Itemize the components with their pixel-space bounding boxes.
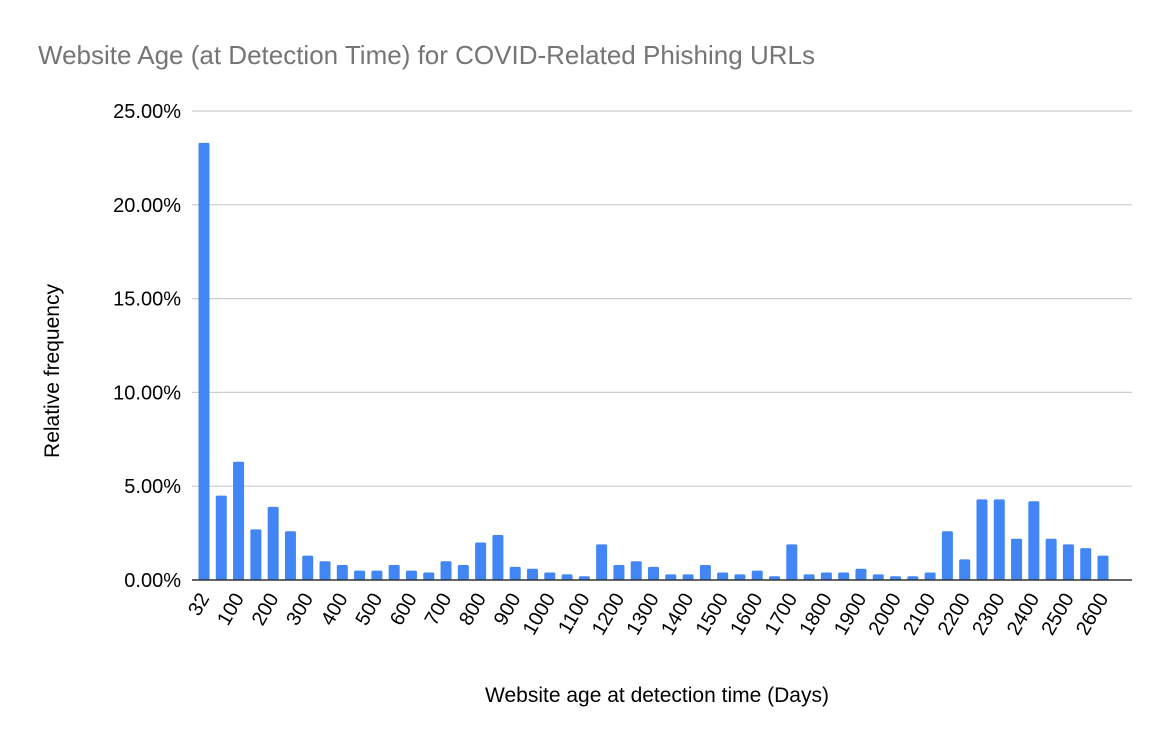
bar-950 [526,568,538,580]
bar-250 [284,531,296,580]
x-tick-label: 2400 [1003,590,1044,640]
x-tick-label: 300 [282,590,318,630]
bar-50 [215,495,227,580]
x-tick-label: 1500 [692,590,733,640]
bar-2150 [941,531,953,580]
bar-1600 [751,570,763,580]
x-tick-label: 900 [490,590,526,630]
y-tick-label: 20.00% [113,195,181,217]
x-tick-label: 1300 [623,590,664,640]
x-tick-label: 1600 [726,590,767,640]
x-tick-label: 2300 [968,590,1009,640]
bar-1050 [561,574,573,580]
bar-2250 [976,499,988,580]
bar-700 [440,561,452,580]
bar-2450 [1045,538,1057,580]
bar-1400 [682,574,694,580]
bar-1850 [838,572,850,580]
bar-1700 [786,544,798,580]
bar-1800 [820,572,832,580]
x-tick-label: 2200 [934,590,975,640]
bar-1950 [872,574,884,580]
x-tick-label: 1700 [761,590,802,640]
x-tick-label: 200 [248,590,284,630]
bar-1200 [613,564,625,580]
bar-1250 [630,561,642,580]
y-axis-title: Relative frequency [41,284,64,458]
x-tick-label: 1400 [657,590,698,640]
bar-150 [250,529,262,580]
bar-1300 [648,566,659,580]
bar-32 [198,142,210,580]
x-tick-label: 1800 [795,590,836,640]
bar-2300 [993,499,1005,580]
x-tick-label: 1100 [554,590,595,638]
y-tick-label: 5.00% [124,476,181,498]
bar-2500 [1062,544,1074,580]
x-tick-label: 800 [455,590,491,630]
bar-1750 [803,574,815,580]
bar-1500 [717,572,729,580]
x-tick-label: 2000 [865,590,906,640]
bar-1100 [578,576,590,580]
bar-750 [457,564,469,580]
y-axis-ticks: 0.00% 5.00% 10.00% 15.00% 20.00% 25.00% [113,101,181,592]
bar-600 [405,570,417,580]
y-tick-label: 25.00% [113,101,181,123]
bar-300 [302,555,314,580]
bar-2400 [1028,501,1040,580]
x-tick-label: 1200 [588,590,629,640]
bar-100 [233,461,245,580]
x-axis-ticks: 3210020030040050060070080090010001100120… [184,590,1113,640]
bar-1450 [699,564,711,580]
bar-850 [492,534,504,580]
bar-2100 [924,572,936,580]
x-tick-label: 700 [421,590,457,630]
bar-800 [475,542,487,580]
bar-550 [388,564,400,580]
bar-1650 [769,576,781,580]
bar-650 [423,572,435,580]
x-tick-label: 2100 [899,590,940,640]
x-tick-label: 32 [184,590,214,620]
bar-2350 [1011,538,1023,580]
x-tick-label: 2600 [1072,590,1113,640]
chart-title: Website Age (at Detection Time) for COVI… [38,40,815,70]
bar-1150 [596,544,608,580]
bar-450 [354,570,366,580]
bar-900 [509,566,521,580]
bar-2550 [1080,548,1092,580]
y-tick-label: 15.00% [113,289,181,311]
y-tick-label: 0.00% [124,570,181,592]
x-tick-label: 500 [351,590,387,630]
x-tick-label: 1900 [830,590,871,640]
x-tick-label: 100 [213,590,249,630]
bar-200 [267,506,279,580]
bar-1550 [734,574,746,580]
x-tick-label: 400 [317,590,353,630]
y-tick-label: 10.00% [113,382,181,404]
bar-2050 [907,576,919,580]
bars [198,142,1109,580]
x-axis-title: Website age at detection time (Days) [485,684,829,707]
bar-350 [319,561,331,580]
bar-2200 [959,559,971,580]
x-tick-label: 600 [386,590,422,630]
bar-1350 [665,574,677,580]
bar-400 [336,564,348,580]
bar-2600 [1097,555,1109,580]
gridlines [192,110,1132,487]
bar-1900 [855,568,867,580]
x-tick-label: 2500 [1037,590,1078,640]
x-tick-label: 1000 [519,590,560,640]
bar-2000 [890,576,902,580]
bar-500 [371,570,383,580]
bar-1000 [544,572,556,580]
